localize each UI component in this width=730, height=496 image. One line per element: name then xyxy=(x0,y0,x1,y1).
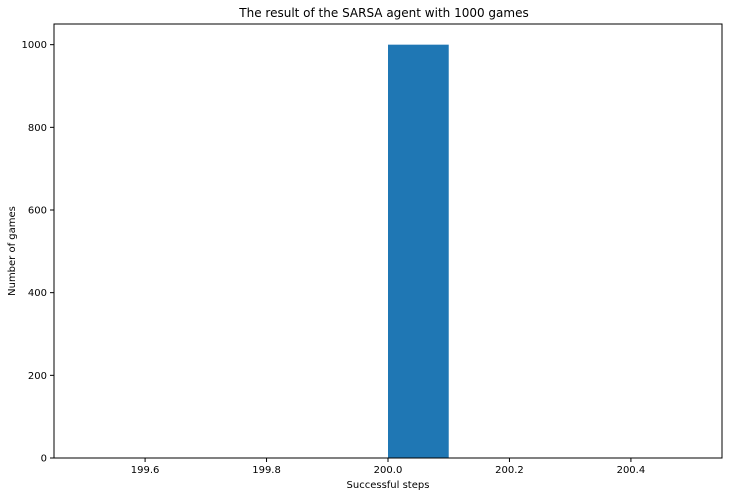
x-tick-label: 199.6 xyxy=(131,465,160,476)
y-tick-label: 400 xyxy=(28,288,47,299)
bars-group xyxy=(388,44,449,459)
y-tick-label: 1000 xyxy=(22,40,47,51)
y-tick-label: 800 xyxy=(28,123,47,134)
y-tick-label: 600 xyxy=(28,206,47,217)
y-axis-label: Number of games xyxy=(7,206,18,296)
histogram-bar-0 xyxy=(388,44,449,459)
x-tick-label: 200.0 xyxy=(374,465,403,476)
y-tick-label: 0 xyxy=(41,454,47,465)
chart-title: The result of the SARSA agent with 1000 … xyxy=(238,6,528,20)
x-axis-label: Successful steps xyxy=(347,480,430,491)
y-tick-label: 200 xyxy=(28,371,47,382)
x-tick-label: 200.4 xyxy=(617,465,646,476)
x-tick-label: 200.2 xyxy=(495,465,524,476)
x-tick-label: 199.8 xyxy=(252,465,281,476)
plot-frame xyxy=(53,23,723,459)
x-axis-ticks: 199.6 199.8 200.0 200.2 200.4 xyxy=(131,458,645,476)
y-axis-ticks: 0 200 400 600 800 1000 xyxy=(22,40,54,465)
